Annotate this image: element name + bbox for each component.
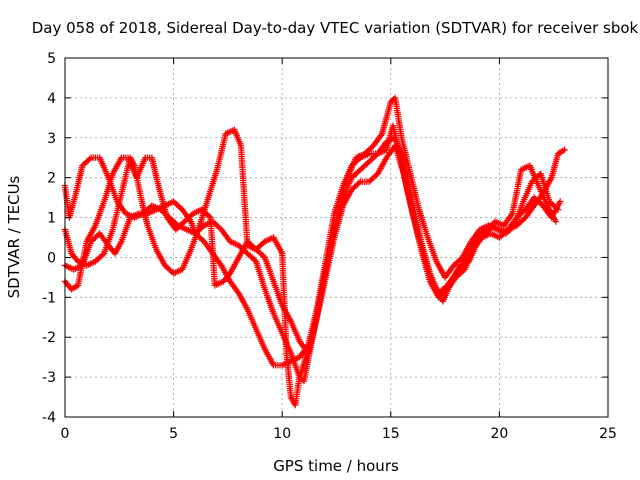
x-tick-label: 15	[382, 426, 400, 442]
y-tick-label: 3	[47, 131, 56, 147]
x-tick-label: 25	[599, 426, 617, 442]
data-point	[554, 206, 562, 213]
data-point-fill	[86, 155, 93, 163]
x-tick-label: 20	[490, 426, 508, 442]
y-tick-label: 5	[47, 51, 56, 67]
x-tick-label: 5	[169, 426, 178, 442]
x-tick-label: 10	[273, 426, 291, 442]
data-point	[557, 198, 564, 205]
y-tick-label: -2	[42, 330, 56, 346]
data-points	[61, 94, 568, 409]
y-tick-label: 2	[47, 171, 56, 187]
y-tick-label: 4	[47, 91, 56, 107]
x-tick-label: 0	[61, 426, 70, 442]
plot-frame	[64, 57, 609, 418]
data-point	[552, 218, 560, 225]
data-point-fill	[99, 251, 106, 258]
y-tick-label: 1	[47, 211, 56, 227]
data-point	[561, 146, 568, 153]
y-axis-label: SDTVAR / TECUs	[5, 175, 23, 298]
series-3	[61, 94, 562, 385]
data-point-fill	[355, 179, 363, 187]
y-tick-label: -1	[42, 290, 56, 306]
y-tick-label: 0	[47, 250, 56, 266]
data-point-fill	[460, 267, 467, 274]
data-point-fill	[509, 223, 517, 231]
x-axis-label: GPS time / hours	[273, 457, 399, 475]
data-point-fill	[205, 213, 213, 220]
chart-title: Day 058 of 2018, Sidereal Day-to-day VTE…	[32, 19, 639, 37]
axis-ticks: 0 5 10 15 20 25 -4 -3 -2 -1 0 1 2 3 4 5	[42, 51, 617, 442]
data-point-fill	[260, 252, 267, 260]
y-tick-label: -3	[42, 370, 56, 386]
data-point-fill	[553, 205, 560, 212]
series-4	[61, 122, 560, 409]
data-point-fill	[251, 256, 258, 264]
y-tick-label: -4	[42, 410, 56, 426]
